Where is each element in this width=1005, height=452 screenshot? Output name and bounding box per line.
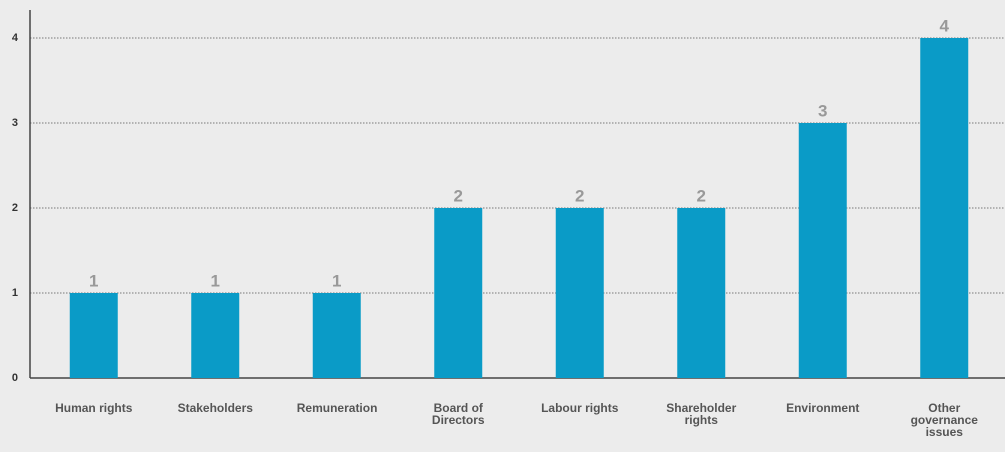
value-label: 2 — [454, 186, 463, 205]
y-tick-label: 1 — [12, 287, 18, 299]
x-tick-label: Environment — [786, 401, 860, 415]
y-tick-label: 4 — [12, 32, 19, 44]
value-label: 2 — [697, 186, 706, 205]
value-label: 4 — [940, 16, 950, 35]
bar — [69, 293, 118, 378]
x-tick-label: Board of Directors — [431, 401, 485, 427]
x-tick-label: Labour rights — [541, 401, 619, 415]
bar — [555, 208, 604, 378]
x-tick-label: Shareholder rights — [666, 401, 737, 427]
value-label: 3 — [818, 101, 827, 120]
value-label: 1 — [89, 271, 98, 290]
x-tick-label: Stakeholders — [177, 401, 253, 415]
value-label: 1 — [332, 271, 341, 290]
value-label: 1 — [211, 271, 220, 290]
bar — [798, 123, 847, 378]
bar — [434, 208, 483, 378]
y-tick-label: 3 — [12, 117, 18, 129]
bar — [191, 293, 240, 378]
x-tick-label: Human rights — [55, 401, 133, 415]
x-tick-label: Remuneration — [296, 401, 378, 415]
x-tick-label: Other governance issues — [910, 401, 978, 439]
value-label: 2 — [575, 186, 584, 205]
bar — [677, 208, 726, 378]
bar — [312, 293, 361, 378]
y-tick-label: 0 — [12, 372, 18, 384]
bar — [920, 38, 969, 378]
y-tick-label: 2 — [12, 202, 18, 214]
